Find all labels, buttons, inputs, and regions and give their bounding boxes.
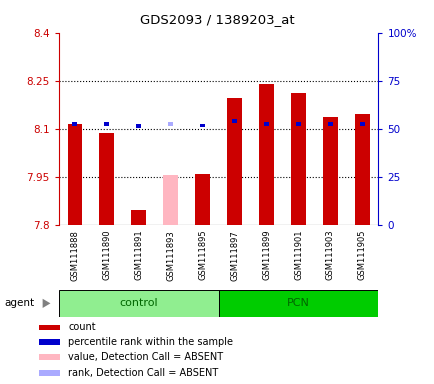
Text: agent: agent <box>4 298 34 308</box>
Bar <box>67 124 82 225</box>
Bar <box>218 290 378 317</box>
Bar <box>200 124 204 127</box>
Text: GSM111901: GSM111901 <box>293 230 302 280</box>
Bar <box>39 354 60 360</box>
Bar <box>59 290 218 317</box>
Bar <box>291 93 305 225</box>
Bar <box>163 175 178 225</box>
Text: GSM111905: GSM111905 <box>357 230 366 280</box>
Text: control: control <box>119 298 158 308</box>
Bar <box>39 339 60 345</box>
Bar <box>39 324 60 330</box>
Text: PCN: PCN <box>286 298 309 308</box>
Bar <box>104 122 109 126</box>
Text: GDS2093 / 1389203_at: GDS2093 / 1389203_at <box>140 13 294 26</box>
Bar <box>296 122 300 126</box>
Bar <box>195 174 209 225</box>
Bar <box>355 114 369 225</box>
Bar <box>136 124 141 128</box>
Text: percentile rank within the sample: percentile rank within the sample <box>68 337 233 347</box>
Bar <box>168 122 173 126</box>
Bar <box>72 122 77 126</box>
Text: count: count <box>68 322 95 332</box>
Bar <box>327 122 332 126</box>
Bar <box>99 133 114 225</box>
Bar <box>232 119 237 122</box>
Bar <box>39 370 60 376</box>
Text: GSM111893: GSM111893 <box>166 230 175 281</box>
Text: GSM111890: GSM111890 <box>102 230 111 280</box>
Bar <box>359 122 364 126</box>
Bar <box>131 210 145 225</box>
Bar <box>227 98 241 225</box>
Text: GSM111897: GSM111897 <box>230 230 239 281</box>
Bar <box>322 118 337 225</box>
Bar <box>263 122 268 126</box>
Text: GSM111903: GSM111903 <box>325 230 334 280</box>
Text: GSM111895: GSM111895 <box>197 230 207 280</box>
Bar <box>259 84 273 225</box>
Text: GSM111891: GSM111891 <box>134 230 143 280</box>
Text: GSM111888: GSM111888 <box>70 230 79 281</box>
Text: rank, Detection Call = ABSENT: rank, Detection Call = ABSENT <box>68 368 218 378</box>
Text: value, Detection Call = ABSENT: value, Detection Call = ABSENT <box>68 352 223 362</box>
Text: GSM111899: GSM111899 <box>261 230 270 280</box>
